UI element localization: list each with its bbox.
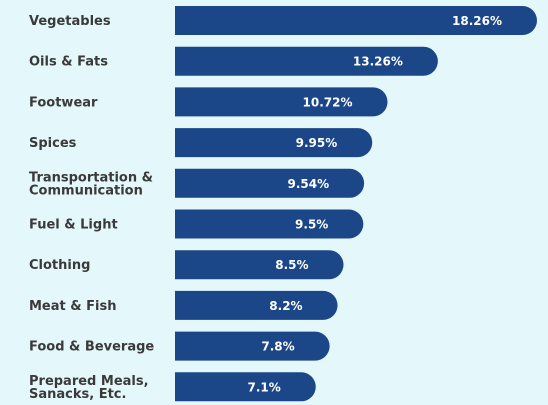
bar-value-label: 13.26% [353,55,403,69]
bar [175,87,388,117]
category-label: Fuel & Light [29,218,118,233]
bar-value-label: 7.1% [247,380,280,394]
category-label: Food & Beverage [29,340,154,355]
bar-value-label: 8.2% [269,299,302,313]
category-label: Footwear [29,95,98,110]
category-label: Meat & Fish [29,299,116,314]
bar-value-label: 18.26% [452,14,502,28]
category-label: Prepared Meals, Sanacks, Etc. [29,374,149,402]
bar [175,331,330,361]
category-label: Spices [29,136,77,151]
bar-value-label: 9.95% [296,136,338,150]
bar [175,250,344,280]
bar [175,6,537,35]
bar [175,168,365,198]
category-label: Vegetables [29,14,111,29]
bar-value-label: 9.5% [295,218,328,232]
category-label: Clothing [29,258,90,273]
bar-value-label: 9.54% [287,177,329,191]
bar [175,290,338,320]
bar [175,209,364,239]
bar [175,46,438,76]
bar-value-label: 10.72% [303,95,353,109]
bar [175,372,316,402]
category-label: Transportation & Communication [29,170,153,198]
category-label: Oils & Fats [29,55,108,70]
bar-value-label: 7.8% [261,340,294,354]
bar-value-label: 8.5% [275,258,308,272]
bar [175,128,373,158]
